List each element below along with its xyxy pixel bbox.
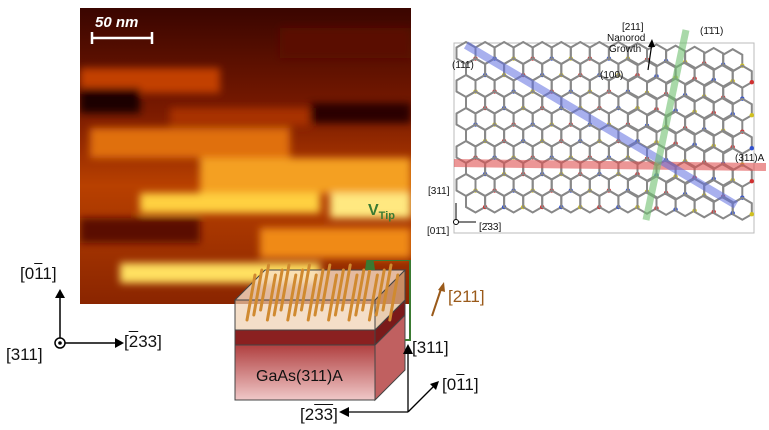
lattice-cell [693, 194, 715, 219]
lattice-cell [674, 192, 696, 218]
substrate-label: GaAs(311)A [256, 368, 343, 385]
scale-bar [90, 32, 154, 44]
nanorod [354, 268, 366, 317]
lattice-diagram [453, 29, 766, 234]
lattice-cell [655, 191, 677, 217]
vtip-arrow [365, 260, 375, 270]
lattice-atom [749, 146, 754, 151]
plane-311A-line [453, 159, 766, 171]
lattice-axis-233: [2̄33] [479, 222, 502, 233]
nanorod [333, 268, 345, 317]
lattice-axes [453, 203, 476, 225]
nanorod [313, 268, 325, 317]
substrate-block [233, 260, 439, 417]
plane-111-label: (111) [452, 60, 474, 71]
plane-111-line [463, 41, 739, 209]
plane-311A-label: (311)A [735, 153, 765, 164]
direction-211-arrow [431, 282, 445, 317]
nanorod [361, 263, 373, 312]
plane-100-label: (100) [600, 70, 624, 81]
growth-text-1: Nanorod [607, 33, 646, 44]
block-axis-011: [011] [442, 375, 479, 394]
nanorod [293, 268, 305, 317]
nanorod [252, 268, 264, 317]
lattice-atom [749, 179, 754, 184]
nanorod [286, 273, 298, 322]
nanorod [388, 273, 400, 322]
vtip-wire [370, 260, 411, 341]
vtip-label: VTip [368, 202, 395, 223]
nanorod [299, 263, 311, 312]
left-axis-right: [233] [124, 332, 162, 351]
lattice-atom [749, 113, 754, 118]
lattice-atom [749, 212, 754, 217]
nanorod [340, 263, 352, 312]
nanorod [320, 263, 332, 312]
plane-1b1b1-line [642, 29, 690, 221]
stm-image [80, 8, 411, 304]
lattice-atom [749, 80, 754, 85]
nanorod [306, 273, 318, 322]
lattice-cell [617, 189, 639, 214]
growth-arrow [647, 42, 653, 71]
block-axis-311: [311] [412, 338, 449, 357]
left-axes [54, 289, 124, 349]
nanorod [279, 263, 291, 312]
nanorod [374, 268, 386, 317]
growth-text-2: Growth [609, 44, 642, 55]
axis-011-line [407, 384, 436, 413]
nanorod [265, 273, 277, 322]
lattice-axis-311: [311] [428, 186, 450, 197]
nanorod [347, 273, 359, 322]
scale-bar-label: 50 nm [95, 14, 139, 31]
block-axis-233: [233] [300, 405, 338, 424]
nanorod [327, 273, 339, 322]
nanorod [381, 263, 393, 312]
growth-direction-label: [211] [622, 22, 644, 33]
nanorod [259, 263, 271, 312]
left-axis-up: [011] [20, 264, 57, 283]
plane-1b1b1-label: (1̄1̄1) [700, 26, 724, 37]
nanorod [367, 273, 379, 322]
direction-211-label: [211] [448, 287, 485, 306]
nanorod [245, 273, 257, 322]
nanorod [272, 268, 284, 317]
left-axis-out: [311] [6, 345, 43, 364]
lattice-axis-011: [01̄1] [427, 226, 450, 237]
